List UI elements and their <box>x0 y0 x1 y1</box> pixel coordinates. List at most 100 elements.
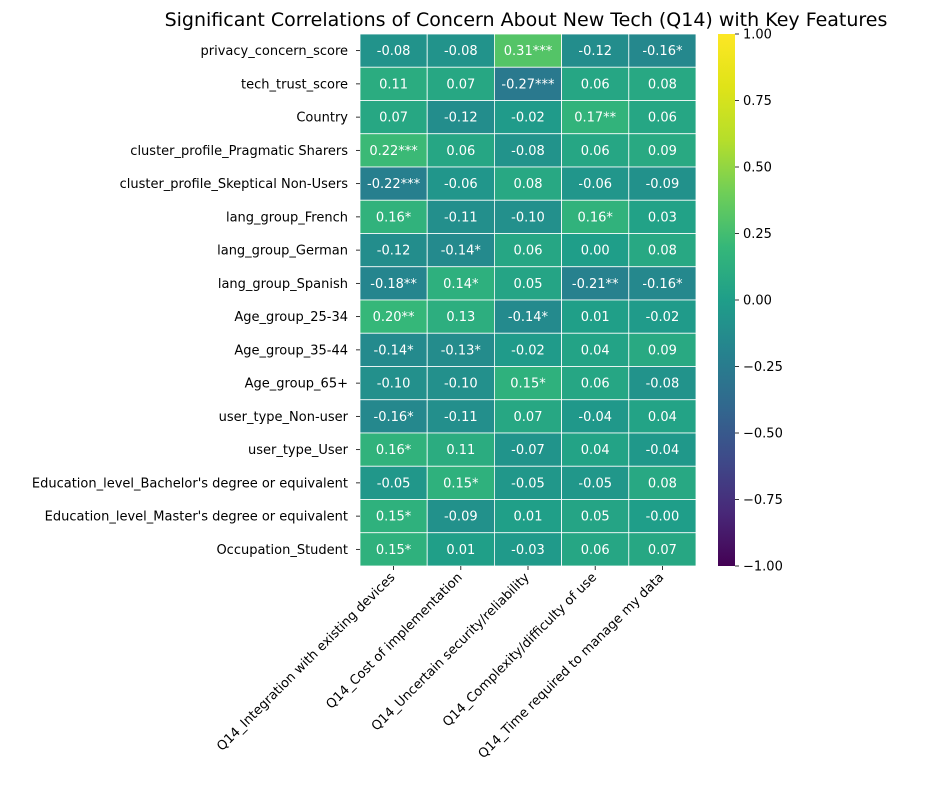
cell-annotation: 0.09 <box>648 144 677 159</box>
cell-annotation: 0.17** <box>574 111 616 126</box>
heatmap-cell <box>426 499 495 534</box>
cell-annotation: -0.04 <box>646 443 680 458</box>
heatmap-cell <box>628 366 697 401</box>
cell-annotation: 0.06 <box>581 377 610 392</box>
heatmap-cell <box>493 166 562 201</box>
cell-annotation: 0.15* <box>510 377 546 392</box>
row-label: tech_trust_score <box>241 77 348 92</box>
row-label: lang_group_German <box>217 244 348 259</box>
cell-annotation: 0.06 <box>581 144 610 159</box>
cell-annotation: 0.06 <box>581 543 610 558</box>
cell-annotation: 0.05 <box>514 277 543 292</box>
heatmap-cell <box>628 199 697 234</box>
cell-annotation: -0.12 <box>377 244 411 259</box>
row-label: Age_group_35-44 <box>234 343 348 358</box>
cell-annotation: 0.15* <box>376 543 412 558</box>
row-label: cluster_profile_Pragmatic Sharers <box>130 144 348 159</box>
cell-annotation: 0.06 <box>581 77 610 92</box>
colorbar-tick-label: 1.00 <box>743 28 772 43</box>
heatmap-cell <box>359 33 428 68</box>
cell-annotation: -0.14* <box>374 343 415 358</box>
heatmap-cell <box>493 133 562 168</box>
heatmap-cell <box>426 133 495 168</box>
row-label: Occupation_Student <box>216 543 348 558</box>
heatmap-cell <box>628 166 697 201</box>
cell-annotation: 0.05 <box>581 510 610 525</box>
heatmap-cells <box>359 33 697 567</box>
row-label: Age_group_25-34 <box>234 310 348 325</box>
cell-annotation: -0.14* <box>508 310 549 325</box>
row-label: user_type_User <box>248 443 349 458</box>
cell-annotation: 0.16* <box>376 210 412 225</box>
cell-annotation: 0.07 <box>446 77 475 92</box>
colorbar-tick-label: −1.00 <box>743 560 783 575</box>
cell-annotation: 0.15* <box>376 510 412 525</box>
colorbar-tick-label: −0.25 <box>743 360 783 375</box>
heatmap-cell <box>628 266 697 301</box>
heatmap-cell <box>359 465 428 500</box>
heatmap-cell <box>561 332 630 367</box>
cell-annotation: 0.16* <box>376 443 412 458</box>
heatmap-cell <box>561 399 630 434</box>
heatmap-cell <box>426 332 495 367</box>
row-label: Education_level_Master's degree or equiv… <box>45 510 348 525</box>
cell-annotation: 0.03 <box>648 210 677 225</box>
cell-annotation: 0.07 <box>514 410 543 425</box>
cell-annotation: -0.16* <box>374 410 415 425</box>
heatmap-cell <box>561 465 630 500</box>
column-tick-labels: Q14_Integration with existing devicesQ14… <box>214 566 667 762</box>
heatmap-cell <box>561 133 630 168</box>
cell-annotation: 0.04 <box>648 410 677 425</box>
cell-annotation: -0.12 <box>444 111 478 126</box>
cell-annotation: 0.07 <box>379 111 408 126</box>
heatmap-cell <box>493 66 562 101</box>
heatmap-cell <box>426 532 495 567</box>
heatmap-cell <box>426 33 495 68</box>
cell-annotation: 0.04 <box>581 443 610 458</box>
heatmap-cell <box>561 366 630 401</box>
heatmap-cell <box>561 199 630 234</box>
heatmap-cell <box>493 299 562 334</box>
cell-annotation: -0.10 <box>511 210 545 225</box>
heatmap-cell <box>493 499 562 534</box>
row-label: Country <box>296 111 348 126</box>
heatmap-cell <box>359 399 428 434</box>
heatmap-cell <box>426 465 495 500</box>
cell-annotation: 0.01 <box>514 510 543 525</box>
colorbar-tick-label: −0.75 <box>743 493 783 508</box>
colorbar-tick-label: −0.50 <box>743 427 783 442</box>
heatmap-cell <box>628 299 697 334</box>
cell-annotation: 0.22*** <box>369 144 418 159</box>
cell-annotation: -0.10 <box>377 377 411 392</box>
chart-title: Significant Correlations of Concern Abou… <box>165 9 888 31</box>
cell-annotation: -0.05 <box>377 476 411 491</box>
cell-annotation: -0.00 <box>646 510 680 525</box>
cell-annotation: -0.16* <box>642 44 683 59</box>
heatmap-cell <box>628 332 697 367</box>
row-tick-labels: privacy_concern_score tech_trust_score Cou… <box>32 44 360 558</box>
cell-annotation: 0.04 <box>581 343 610 358</box>
cell-annotation: 0.08 <box>648 244 677 259</box>
row-label: lang_group_French <box>226 210 348 225</box>
heatmap-cell-labels: -0.08 -0.08 0.31*** -0.12 -0.16* 0.11 0.07 -0.2… <box>367 44 683 558</box>
heatmap-cell <box>493 532 562 567</box>
cell-annotation: 0.11 <box>379 77 408 92</box>
heatmap-cell <box>359 332 428 367</box>
cell-annotation: -0.21** <box>572 277 619 292</box>
row-label: user_type_Non-user <box>219 410 349 425</box>
row-label: privacy_concern_score <box>201 44 348 59</box>
heatmap-cell <box>493 465 562 500</box>
heatmap-cell <box>628 532 697 567</box>
cell-annotation: -0.22*** <box>367 177 421 192</box>
cell-annotation: 0.00 <box>581 244 610 259</box>
cell-annotation: -0.08 <box>444 44 478 59</box>
heatmap-cell <box>493 33 562 68</box>
cell-annotation: 0.06 <box>648 111 677 126</box>
heatmap-cell <box>359 166 428 201</box>
cell-annotation: -0.12 <box>578 44 612 59</box>
cell-annotation: -0.08 <box>377 44 411 59</box>
cell-annotation: -0.05 <box>578 476 612 491</box>
column-label: Q14_Cost of implementation <box>324 570 466 712</box>
cell-annotation: -0.11 <box>444 210 478 225</box>
